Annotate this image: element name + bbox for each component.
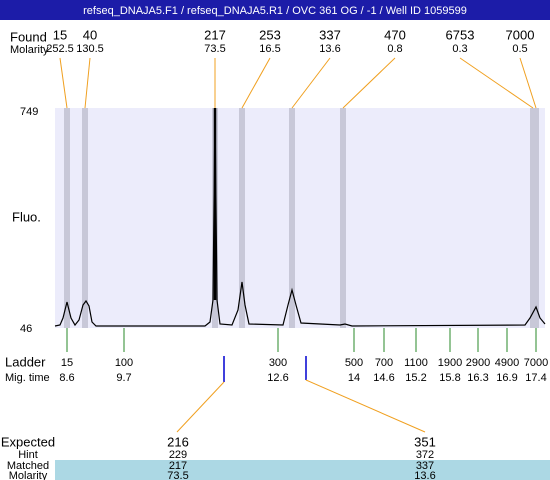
- mig-time: 16.9: [496, 372, 517, 384]
- title-bar: [0, 0, 550, 20]
- found-value: 470: [384, 27, 406, 42]
- found-molarity: 16.5: [259, 43, 280, 55]
- matched-value: 337: [416, 460, 434, 472]
- peak-connector: [84, 57, 91, 109]
- found-value: 337: [319, 27, 341, 42]
- found-value: 40: [83, 27, 97, 42]
- mig-time: 17.4: [525, 372, 546, 384]
- found-molarity: 252.5: [46, 43, 74, 55]
- trace: [54, 107, 546, 327]
- found-value: 15: [53, 27, 67, 42]
- found-molarity: 0.3: [452, 43, 467, 55]
- mig-time-label: Mig. time: [5, 372, 50, 384]
- hint-value: 229: [169, 449, 187, 461]
- mig-time: 16.3: [467, 372, 488, 384]
- y-top: 749: [20, 106, 38, 118]
- ladder-size: 2900: [466, 357, 490, 369]
- molarity-label: Molarity: [10, 44, 49, 56]
- ladder-label: Ladder: [5, 354, 46, 369]
- peak-connector: [342, 57, 396, 109]
- ladder-size: 4900: [495, 357, 519, 369]
- expected-value: 351: [414, 434, 436, 449]
- peak-band: [533, 108, 539, 328]
- peak-connector: [519, 57, 537, 109]
- mig-time: 15.2: [405, 372, 426, 384]
- ladder-size: 100: [115, 357, 133, 369]
- found-molarity: 0.5: [512, 43, 527, 55]
- found-molarity: 0.8: [387, 43, 402, 55]
- matched-value: 217: [169, 460, 187, 472]
- found-molarity: 130.5: [76, 43, 104, 55]
- y-label: Fluo.: [12, 209, 41, 224]
- connector: [305, 379, 426, 433]
- mig-time: 9.7: [116, 372, 131, 384]
- plot-area: [55, 108, 545, 328]
- found-value: 253: [259, 27, 281, 42]
- ladder-size: 15: [61, 357, 73, 369]
- matched-molarity-label: Molarity: [9, 470, 48, 480]
- y-bottom: 46: [20, 323, 32, 335]
- mig-time: 14: [348, 372, 360, 384]
- mig-time: 14.6: [373, 372, 394, 384]
- matched-label: Matched: [7, 460, 49, 472]
- peak-connector: [59, 57, 68, 109]
- peak-band: [239, 108, 245, 328]
- ladder-size: 700: [375, 357, 393, 369]
- ladder-size: 500: [345, 357, 363, 369]
- hint-label: Hint: [18, 449, 38, 461]
- peak-connector: [459, 57, 534, 109]
- peak-connector: [241, 57, 271, 109]
- mig-time: 12.6: [267, 372, 288, 384]
- found-molarity: 13.6: [319, 43, 340, 55]
- peak-band: [82, 108, 88, 328]
- ladder-size: 300: [269, 357, 287, 369]
- found-value: 6753: [446, 27, 475, 42]
- expected-value: 216: [167, 434, 189, 449]
- peak-band: [340, 108, 346, 328]
- found-value: 217: [204, 27, 226, 42]
- found-molarity: 73.5: [204, 43, 225, 55]
- connector: [176, 381, 225, 433]
- expected-label: Expected: [1, 434, 55, 449]
- mig-time: 15.8: [439, 372, 460, 384]
- found-label: Found: [10, 29, 47, 44]
- peak-band: [289, 108, 295, 328]
- ladder-size: 1900: [438, 357, 462, 369]
- mig-time: 8.6: [59, 372, 74, 384]
- ladder-size: 7000: [524, 357, 548, 369]
- matched-molarity-value: 13.6: [414, 470, 435, 480]
- title: refseq_DNAJA5.F1 / refseq_DNAJA5.R1 / OV…: [83, 5, 467, 17]
- found-value: 7000: [506, 27, 535, 42]
- peak-connector: [291, 57, 331, 109]
- matched-row-bg: [55, 460, 550, 480]
- peak-band: [64, 108, 70, 328]
- hint-value: 372: [416, 449, 434, 461]
- matched-molarity-value: 73.5: [167, 470, 188, 480]
- ladder-size: 1100: [404, 357, 428, 369]
